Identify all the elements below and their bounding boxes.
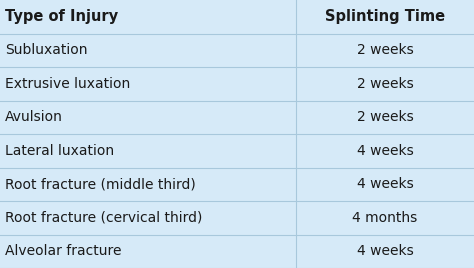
Text: 4 weeks: 4 weeks [357,244,413,258]
Text: 4 weeks: 4 weeks [357,144,413,158]
Text: 4 months: 4 months [353,211,418,225]
Text: Avulsion: Avulsion [5,110,63,124]
Text: 2 weeks: 2 weeks [357,77,413,91]
Text: Lateral luxation: Lateral luxation [5,144,114,158]
Text: 2 weeks: 2 weeks [357,43,413,57]
Text: Type of Injury: Type of Injury [5,9,118,24]
Text: 2 weeks: 2 weeks [357,110,413,124]
Text: Extrusive luxation: Extrusive luxation [5,77,130,91]
Text: Splinting Time: Splinting Time [325,9,445,24]
Text: Alveolar fracture: Alveolar fracture [5,244,121,258]
Text: Root fracture (cervical third): Root fracture (cervical third) [5,211,202,225]
Text: Root fracture (middle third): Root fracture (middle third) [5,177,195,191]
Text: Subluxation: Subluxation [5,43,87,57]
Text: 4 weeks: 4 weeks [357,177,413,191]
